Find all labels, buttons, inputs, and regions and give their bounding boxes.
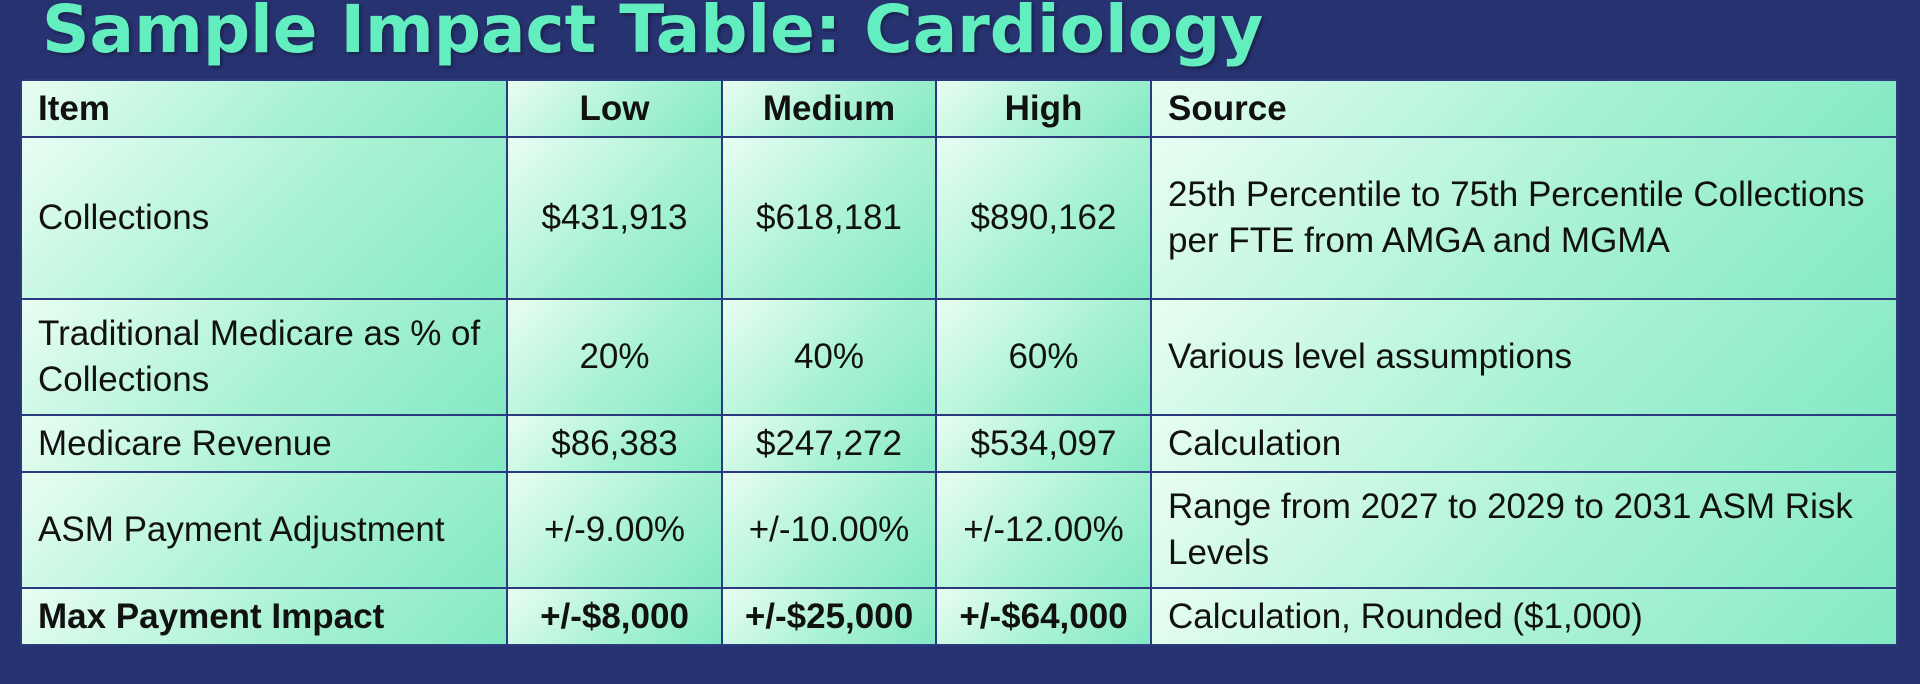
cell-medium: +/-10.00% bbox=[721, 471, 937, 589]
cell-high: +/-12.00% bbox=[935, 471, 1152, 589]
header-medium: Medium bbox=[721, 79, 937, 138]
cell-source: Calculation, Rounded ($1,000) bbox=[1150, 587, 1898, 646]
cell-source: Calculation bbox=[1150, 414, 1898, 473]
impact-table: Item Low Medium High Source Collections … bbox=[20, 79, 1898, 646]
cell-medium: 40% bbox=[721, 298, 937, 416]
table-row-asm-payment-adjustment: ASM Payment Adjustment +/-9.00% +/-10.00… bbox=[20, 471, 1898, 589]
cell-low: $431,913 bbox=[506, 136, 723, 300]
cell-item: ASM Payment Adjustment bbox=[20, 471, 508, 589]
table-row-traditional-medicare: Traditional Medicare as % of Collections… bbox=[20, 298, 1898, 416]
cell-low: 20% bbox=[506, 298, 723, 416]
cell-low: $86,383 bbox=[506, 414, 723, 473]
cell-medium: +/-$25,000 bbox=[721, 587, 937, 646]
cell-medium: $618,181 bbox=[721, 136, 937, 300]
header-high: High bbox=[935, 79, 1152, 138]
page-title: Sample Impact Table: Cardiology bbox=[42, 0, 1264, 68]
header-source: Source bbox=[1150, 79, 1898, 138]
table-row-max-payment-impact: Max Payment Impact +/-$8,000 +/-$25,000 … bbox=[20, 587, 1898, 646]
cell-high: $890,162 bbox=[935, 136, 1152, 300]
cell-source: Range from 2027 to 2029 to 2031 ASM Risk… bbox=[1150, 471, 1898, 589]
cell-item: Traditional Medicare as % of Collections bbox=[20, 298, 508, 416]
cell-medium: $247,272 bbox=[721, 414, 937, 473]
cell-source: 25th Percentile to 75th Percentile Colle… bbox=[1150, 136, 1898, 300]
table-header-row: Item Low Medium High Source bbox=[20, 79, 1898, 138]
header-item: Item bbox=[20, 79, 508, 138]
cell-low: +/-9.00% bbox=[506, 471, 723, 589]
cell-low: +/-$8,000 bbox=[506, 587, 723, 646]
cell-high: 60% bbox=[935, 298, 1152, 416]
cell-high: $534,097 bbox=[935, 414, 1152, 473]
cell-item: Medicare Revenue bbox=[20, 414, 508, 473]
table-row-collections: Collections $431,913 $618,181 $890,162 2… bbox=[20, 136, 1898, 300]
header-low: Low bbox=[506, 79, 723, 138]
cell-item: Max Payment Impact bbox=[20, 587, 508, 646]
cell-item: Collections bbox=[20, 136, 508, 300]
cell-source: Various level assumptions bbox=[1150, 298, 1898, 416]
table-row-medicare-revenue: Medicare Revenue $86,383 $247,272 $534,0… bbox=[20, 414, 1898, 473]
cell-high: +/-$64,000 bbox=[935, 587, 1152, 646]
